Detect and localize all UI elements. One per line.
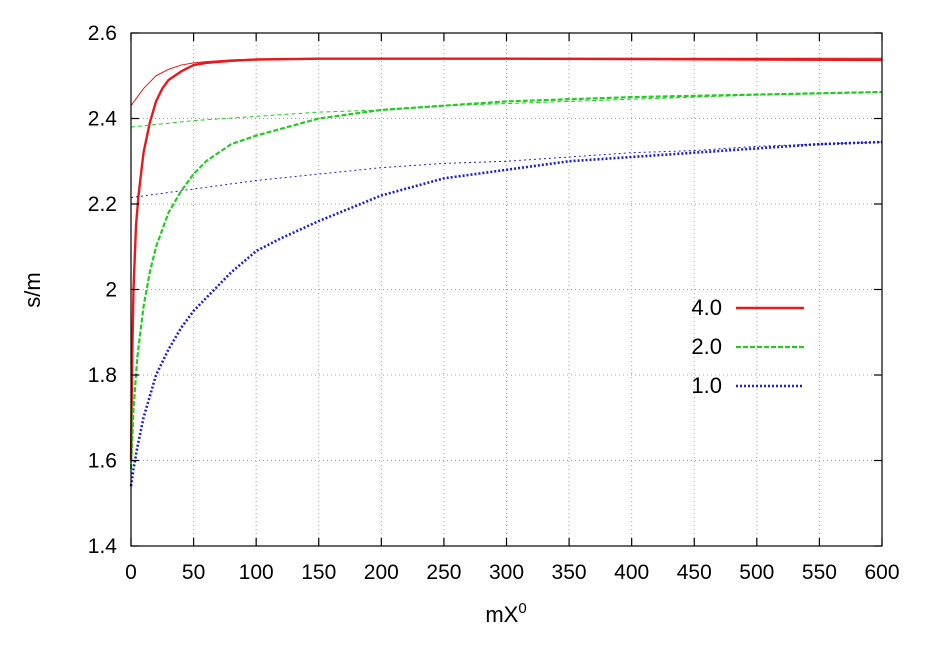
x-tick-label: 0 xyxy=(125,561,137,584)
x-tick-label: 200 xyxy=(364,561,399,584)
y-tick-label: 1.8 xyxy=(88,364,117,387)
y-tick-label: 1.4 xyxy=(88,535,118,558)
series-line-1 xyxy=(130,57,882,106)
x-tick-label: 50 xyxy=(182,561,205,584)
y-tick-label: 2.4 xyxy=(88,108,118,131)
x-tick-label: 150 xyxy=(301,561,336,584)
series-line-5 xyxy=(130,141,883,199)
legend-label: 4.0 xyxy=(691,295,722,320)
series-line-3 xyxy=(130,91,883,128)
x-tick-label: 350 xyxy=(552,561,587,584)
y-tick-label: 2.6 xyxy=(88,22,117,45)
x-tick-label: 250 xyxy=(426,561,461,584)
legend-label: 1.0 xyxy=(691,373,722,398)
y-tick-labels: 1.4 1.6 1.8 2 2.2 2.4 2.6 xyxy=(88,22,118,558)
x-axis-label: mX0 xyxy=(485,600,526,627)
y-axis-label: s/m xyxy=(20,272,45,307)
legend: 4.0 2.0 1.0 xyxy=(691,295,804,398)
series-line-2 xyxy=(129,90,883,470)
x-tick-label: 600 xyxy=(864,561,899,584)
x-tick-label: 100 xyxy=(239,561,274,584)
series-line-4 xyxy=(129,140,883,487)
x-tick-label: 300 xyxy=(489,561,524,584)
ticks xyxy=(130,32,883,547)
x-tick-labels: 0 50 100 150 200 250 300 350 400 450 500 550 600 xyxy=(125,561,899,584)
x-tick-label: 550 xyxy=(802,561,837,584)
x-tick-label: 500 xyxy=(739,561,774,584)
x-axis-label-superscript: 0 xyxy=(518,600,526,617)
y-tick-label: 1.6 xyxy=(88,450,117,473)
x-tick-label: 400 xyxy=(614,561,649,584)
legend-label: 2.0 xyxy=(691,334,722,359)
y-tick-label: 2.2 xyxy=(88,193,117,216)
grid xyxy=(131,33,882,546)
y-tick-label: 2 xyxy=(105,279,117,302)
series-group xyxy=(129,57,883,487)
x-tick-label: 450 xyxy=(677,561,712,584)
